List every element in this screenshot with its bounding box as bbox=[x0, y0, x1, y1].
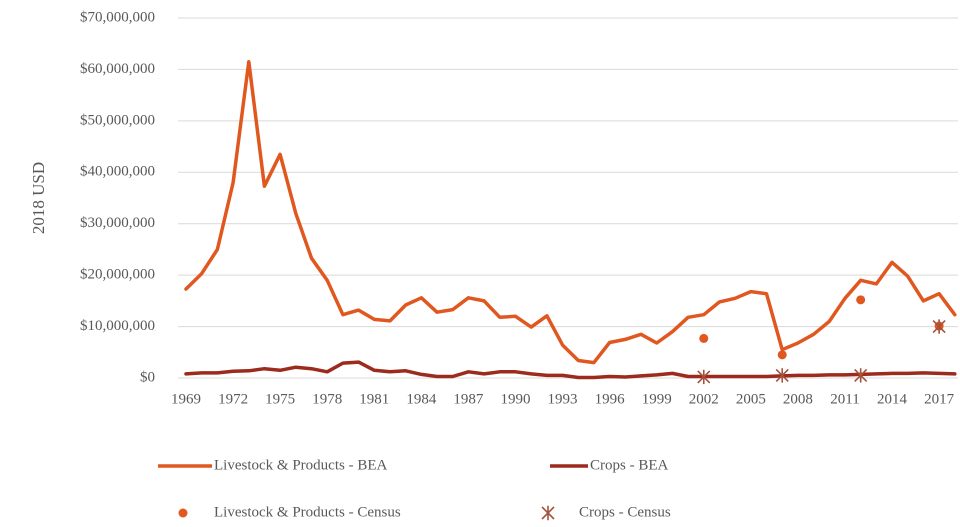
x-tick-label: 1978 bbox=[312, 391, 342, 407]
x-tick-label: 1990 bbox=[500, 391, 530, 407]
y-tick-label: $0 bbox=[140, 369, 155, 385]
point bbox=[777, 350, 787, 360]
x-tick-label: 2014 bbox=[877, 391, 908, 407]
point bbox=[856, 295, 866, 305]
legend-label: Crops - Census bbox=[579, 504, 671, 520]
x-tick-label: 1975 bbox=[265, 391, 295, 407]
x-tick-label: 1999 bbox=[642, 391, 672, 407]
point bbox=[932, 319, 946, 334]
legend-marker bbox=[178, 508, 188, 518]
y-tick-label: $40,000,000 bbox=[80, 164, 155, 180]
y-tick-label: $10,000,000 bbox=[80, 318, 155, 334]
x-tick-label: 2005 bbox=[736, 391, 766, 407]
x-tick-label: 1996 bbox=[595, 391, 626, 407]
x-tick-label: 2011 bbox=[830, 391, 859, 407]
x-tick-label: 2002 bbox=[689, 391, 719, 407]
y-tick-label: $60,000,000 bbox=[80, 61, 155, 77]
y-tick-label: $30,000,000 bbox=[80, 215, 155, 231]
point bbox=[699, 333, 709, 343]
y-tick-label: $70,000,000 bbox=[80, 9, 155, 25]
x-tick-label: 1984 bbox=[406, 391, 437, 407]
y-tick-label: $50,000,000 bbox=[80, 112, 155, 128]
line bbox=[184, 360, 957, 380]
x-tick-label: 2017 bbox=[924, 391, 955, 407]
legend-label: Livestock & Products - Census bbox=[214, 504, 401, 520]
y-axis-label: 2018 USD bbox=[29, 162, 48, 234]
x-tick-label: 1987 bbox=[453, 391, 484, 407]
legend-label: Livestock & Products - BEA bbox=[214, 457, 387, 473]
x-tick-label: 1972 bbox=[218, 391, 248, 407]
x-tick-label: 1993 bbox=[548, 391, 578, 407]
point bbox=[854, 368, 868, 383]
line bbox=[184, 59, 957, 365]
x-tick-label: 1981 bbox=[359, 391, 389, 407]
y-tick-label: $20,000,000 bbox=[80, 267, 155, 283]
legend-marker bbox=[541, 505, 555, 521]
x-tick-label: 2008 bbox=[783, 391, 813, 407]
point bbox=[775, 368, 789, 383]
legend-label: Crops - BEA bbox=[590, 457, 669, 473]
point bbox=[697, 369, 711, 385]
x-tick-label: 1969 bbox=[171, 391, 201, 407]
